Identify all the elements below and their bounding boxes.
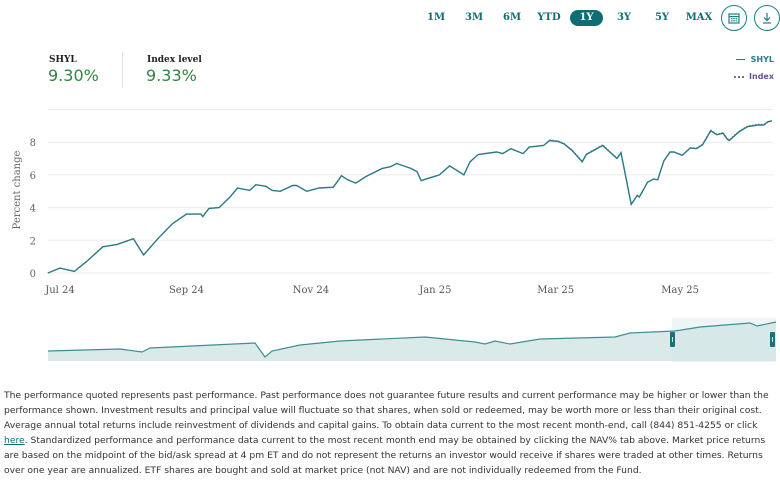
range-3y-button[interactable]: 3Y bbox=[616, 12, 632, 23]
index-level-value: 9.33% bbox=[146, 66, 197, 85]
navigator-handle-right[interactable] bbox=[770, 332, 775, 347]
shyl-label: SHYL bbox=[49, 55, 77, 65]
x-tick-label: Mar 25 bbox=[537, 285, 574, 296]
navigator-area bbox=[48, 322, 776, 361]
range-5y-button[interactable]: 5Y bbox=[654, 12, 670, 23]
navigator-line bbox=[47, 321, 777, 358]
range-6m-button[interactable]: 6M bbox=[502, 12, 522, 23]
range-1m-button[interactable]: 1M bbox=[426, 12, 446, 23]
y-tick-label: 8 bbox=[30, 138, 36, 149]
calendar-button[interactable] bbox=[721, 5, 747, 31]
range-navigator[interactable] bbox=[0, 310, 780, 370]
range-1y-button[interactable]: 1Y bbox=[570, 10, 603, 26]
performance-disclaimer: The performance quoted represents past p… bbox=[4, 388, 774, 478]
range-ytd-button[interactable]: YTD bbox=[537, 12, 561, 23]
here-link[interactable]: here bbox=[4, 435, 25, 446]
calendar-icon bbox=[728, 13, 740, 24]
y-tick-label: 6 bbox=[30, 171, 36, 182]
download-icon bbox=[763, 13, 771, 24]
y-tick-label: 0 bbox=[30, 269, 36, 280]
x-tick-label: May 25 bbox=[661, 285, 699, 296]
series-line-shyl bbox=[47, 120, 773, 274]
legend-label: Index bbox=[749, 72, 774, 81]
index-level-label: Index level bbox=[147, 55, 202, 65]
y-tick-label: 2 bbox=[30, 236, 36, 247]
solid-line-icon bbox=[735, 59, 745, 60]
stats-divider bbox=[122, 52, 123, 88]
navigator-handle-left[interactable] bbox=[670, 332, 675, 347]
range-3m-button[interactable]: 3M bbox=[464, 12, 484, 23]
legend-label: SHYL bbox=[750, 55, 774, 64]
performance-chart: 0 2 4 6 8 Percent change Jul 24 Sep 24 Nov 24 Jan… bbox=[12, 109, 773, 296]
x-tick-label: Sep 24 bbox=[169, 285, 204, 296]
x-tick-label: Jan 25 bbox=[418, 285, 451, 296]
legend-item-index[interactable]: Index bbox=[734, 72, 774, 81]
disclaimer-text: The performance quoted represents past p… bbox=[4, 390, 769, 431]
disclaimer-text-continued: . Standardized performance and performan… bbox=[4, 435, 766, 476]
download-button[interactable] bbox=[754, 5, 780, 31]
dotted-line-icon bbox=[734, 75, 745, 78]
legend-item-shyl[interactable]: SHYL bbox=[735, 55, 774, 64]
shyl-value: 9.30% bbox=[48, 66, 99, 85]
series-line-index bbox=[47, 120, 773, 274]
x-tick-label: Jul 24 bbox=[44, 285, 75, 296]
x-tick-label: Nov 24 bbox=[293, 285, 329, 296]
y-tick-label: 4 bbox=[30, 204, 36, 215]
y-axis-label: Percent change bbox=[12, 150, 23, 229]
range-max-button[interactable]: MAX bbox=[685, 12, 713, 23]
